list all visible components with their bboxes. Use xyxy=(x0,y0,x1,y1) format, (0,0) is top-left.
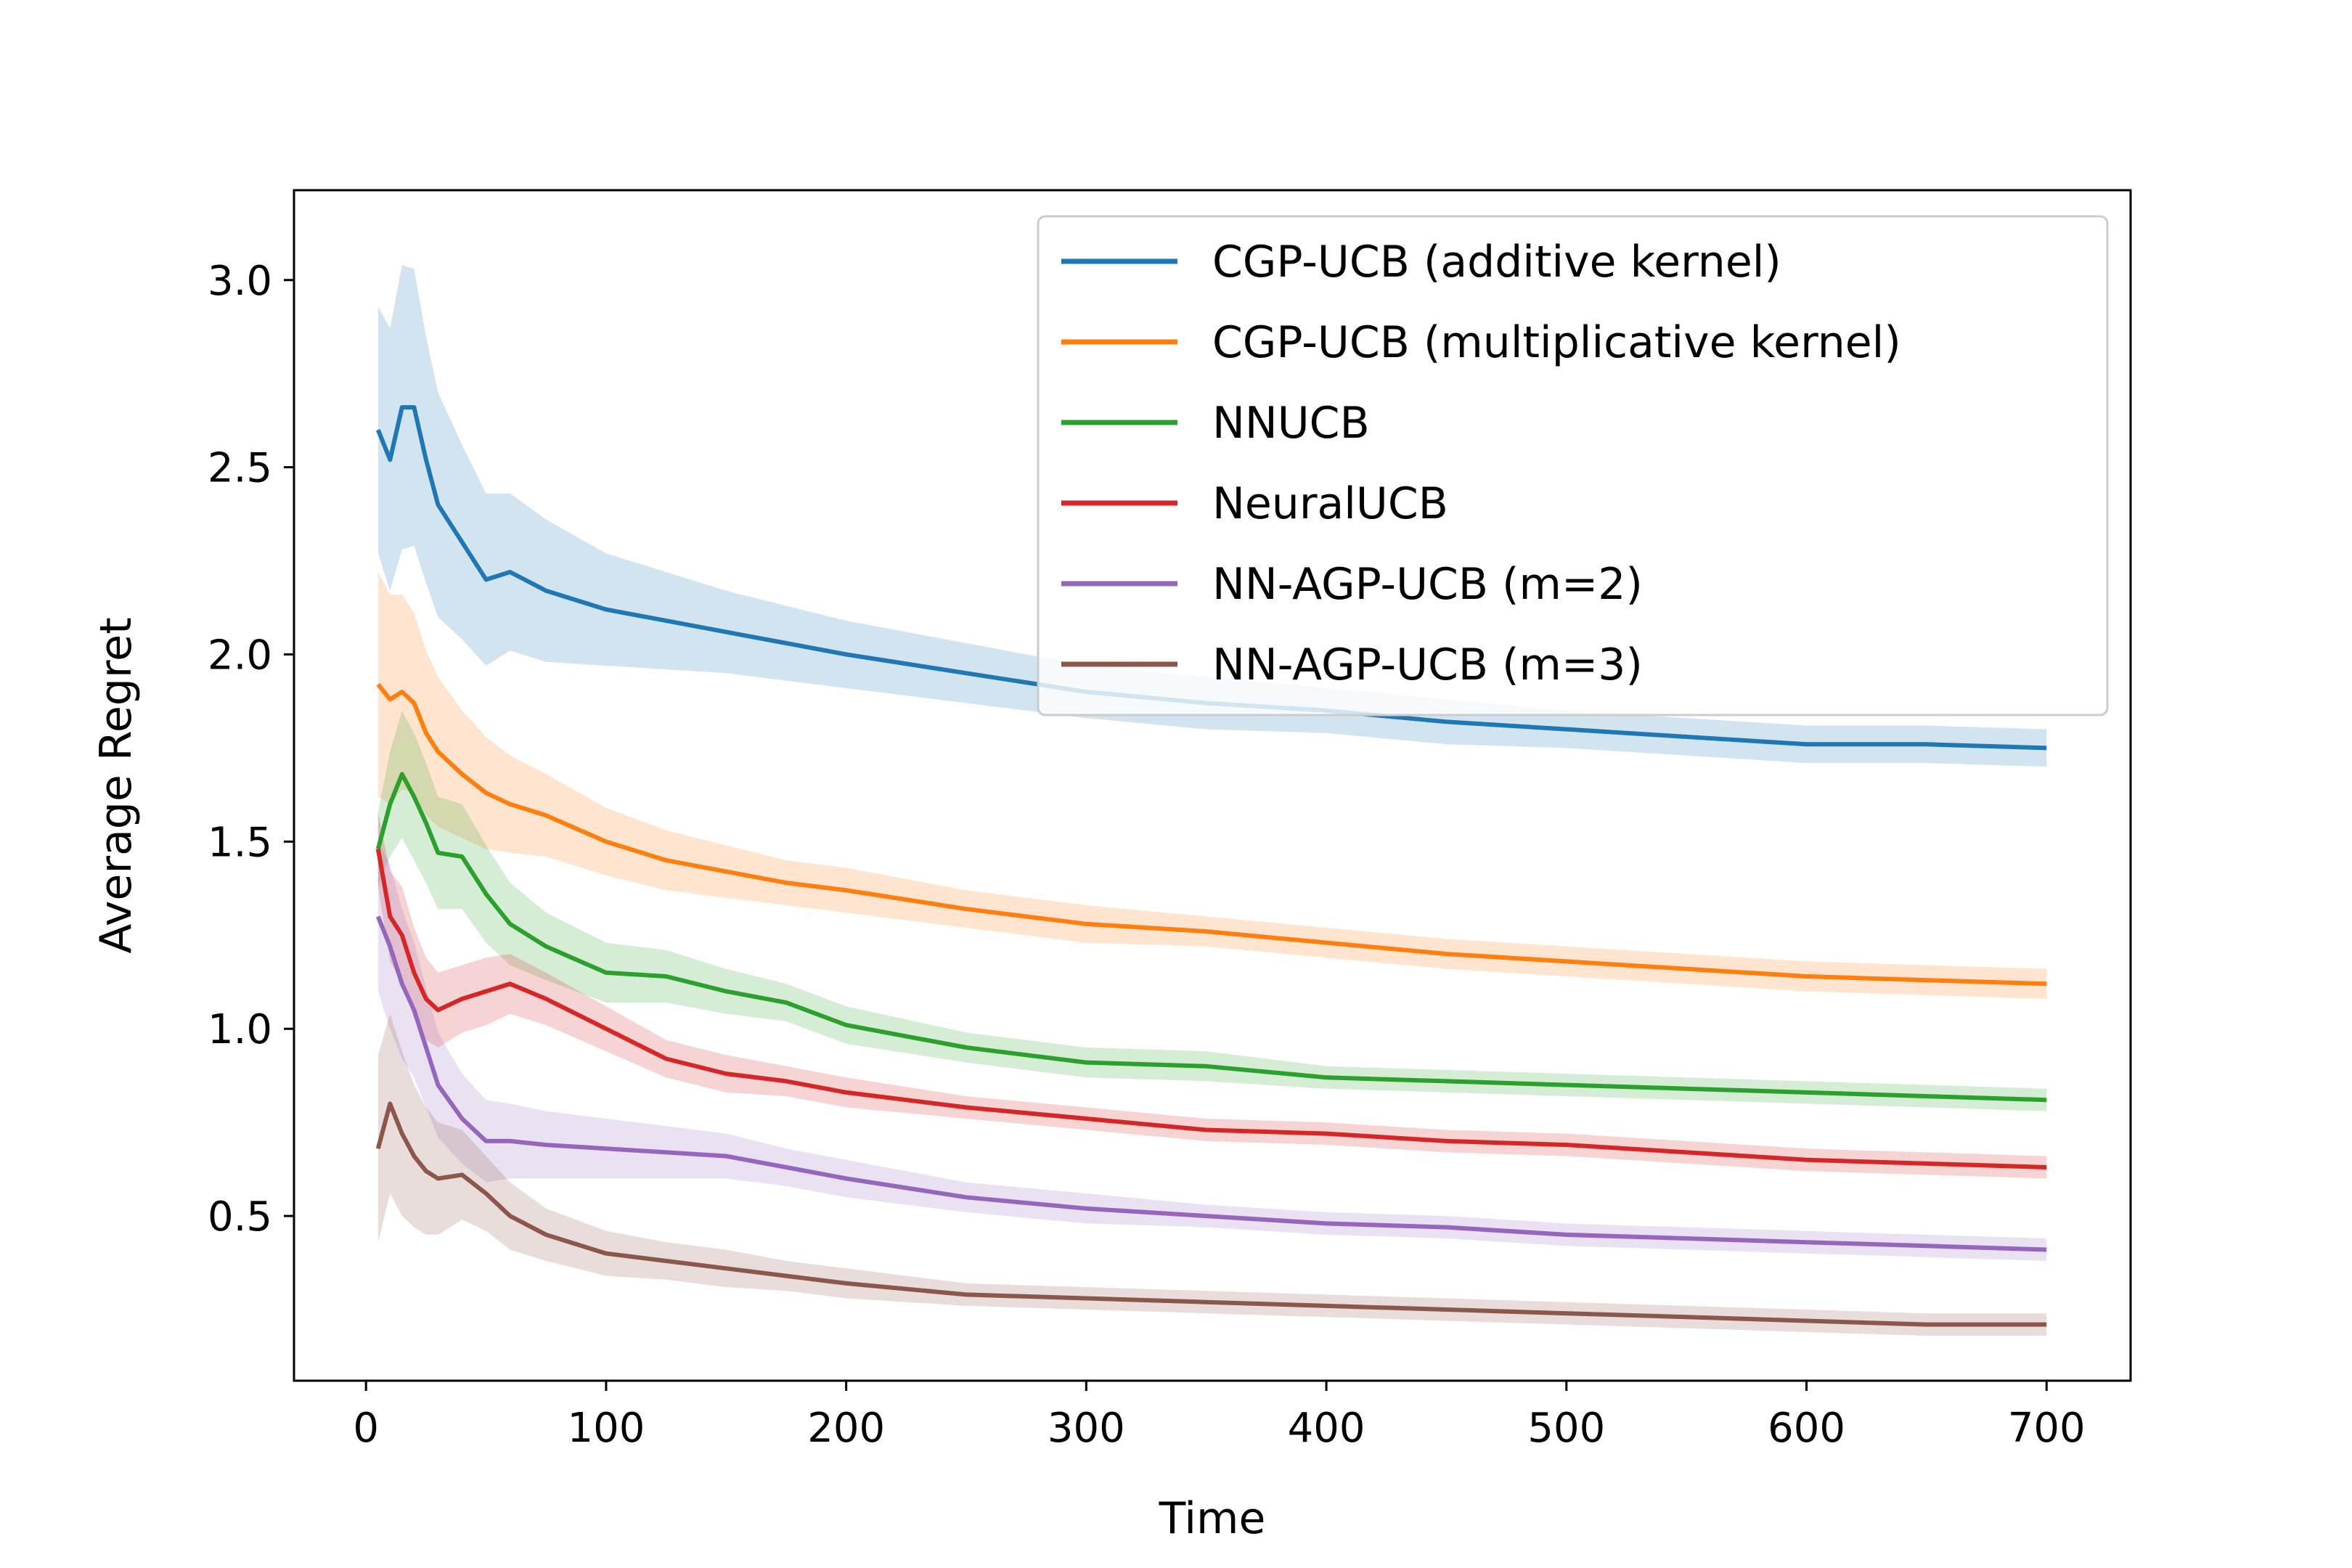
y-tick-label: 0.5 xyxy=(208,1193,272,1241)
series-lines xyxy=(375,405,2047,1327)
x-tick-label: 500 xyxy=(1527,1405,1605,1452)
line-series-5 xyxy=(376,915,2047,1252)
y-axis-ticks: 0.5 1.0 1.5 2.0 2.5 3.0 xyxy=(208,258,294,1241)
y-tick-label: 2.5 xyxy=(208,445,272,492)
y-tick-label: 2.0 xyxy=(208,632,272,679)
x-tick-label: 300 xyxy=(1048,1405,1125,1452)
legend-label-1: CGP-UCB (additive kernel) xyxy=(1212,237,1781,287)
legend-label-4: NeuralUCB xyxy=(1212,478,1448,529)
x-axis-ticks: 0 100 200 300 400 500 600 700 xyxy=(353,1381,2086,1452)
legend-label-2: CGP-UCB (multiplicative kernel) xyxy=(1212,317,1901,368)
band-series-1 xyxy=(377,265,2047,767)
legend-label-6: NN-AGP-UCB (m=3) xyxy=(1212,640,1643,690)
line-series-4 xyxy=(375,849,2047,1169)
band-series-3 xyxy=(377,710,2047,1111)
line-series-1 xyxy=(376,405,2047,751)
x-tick-label: 100 xyxy=(567,1405,645,1452)
confidence-bands xyxy=(377,265,2047,1336)
y-tick-label: 1.5 xyxy=(208,819,272,866)
y-axis-label: Average Regret xyxy=(91,617,142,953)
line-series-2 xyxy=(376,682,2047,987)
x-tick-label: 0 xyxy=(353,1405,379,1452)
y-tick-label: 1.0 xyxy=(208,1006,272,1053)
band-series-5 xyxy=(377,841,2047,1261)
x-tick-label: 400 xyxy=(1288,1405,1365,1452)
x-tick-label: 600 xyxy=(1768,1405,1845,1452)
legend-label-5: NN-AGP-UCB (m=2) xyxy=(1212,559,1643,610)
legend: CGP-UCB (additive kernel) CGP-UCB (multip… xyxy=(1037,215,2109,716)
legend-label-3: NNUCB xyxy=(1212,398,1370,449)
x-tick-label: 200 xyxy=(807,1405,885,1452)
x-tick-label: 700 xyxy=(2008,1405,2086,1452)
x-axis-label: Time xyxy=(1159,1493,1266,1544)
plot-frame xyxy=(293,189,2132,1382)
legend-box xyxy=(1037,215,2109,716)
band-series-4 xyxy=(377,812,2047,1179)
line-series-6 xyxy=(375,1101,2047,1327)
band-series-2 xyxy=(377,572,2047,999)
y-tick-label: 3.0 xyxy=(208,258,272,305)
line-series-3 xyxy=(375,772,2047,1103)
